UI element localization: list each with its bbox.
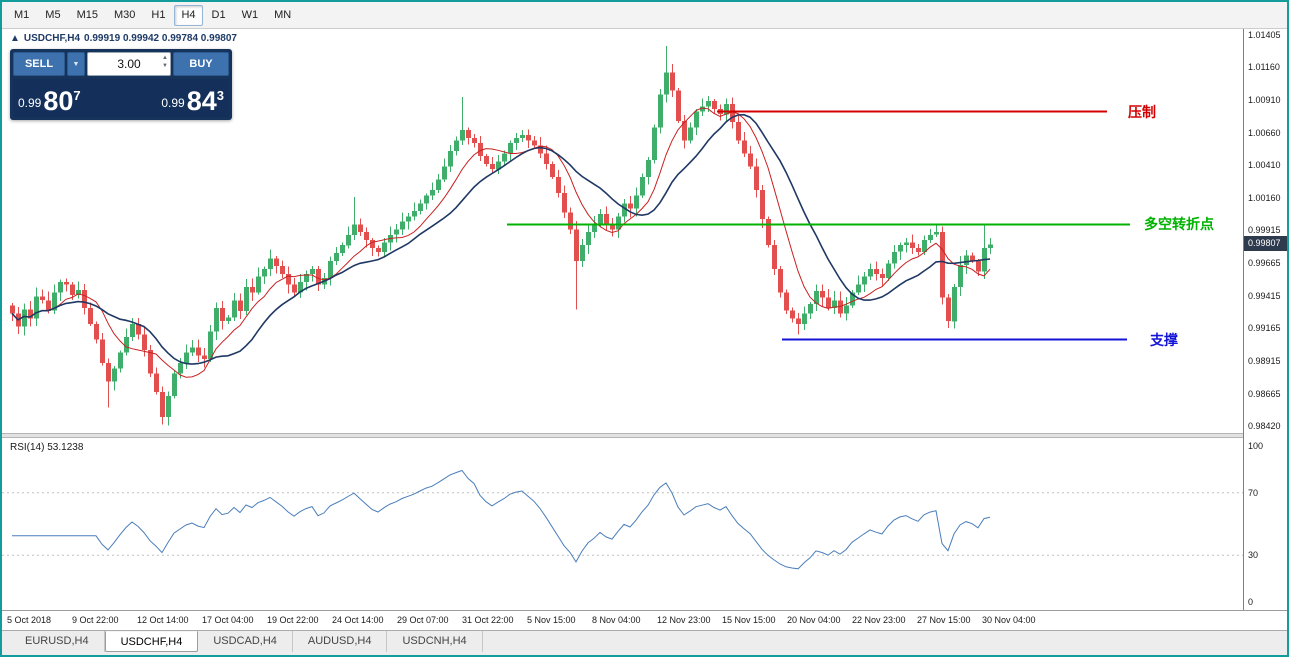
tab-usdchf-h4[interactable]: USDCHF,H4 <box>104 631 199 652</box>
buy-price-prefix: 0.99 <box>161 96 185 110</box>
timeframe-button-h4[interactable]: H4 <box>174 4 203 26</box>
time-label: 29 Oct 07:00 <box>397 615 449 625</box>
ma-slow-line <box>11 113 991 365</box>
price-tick: 1.01160 <box>1248 62 1280 73</box>
time-label: 27 Nov 15:00 <box>917 615 971 625</box>
chevron-down-icon: ▼ <box>72 60 80 68</box>
sell-price-prefix: 0.99 <box>18 96 42 110</box>
time-label: 17 Oct 04:00 <box>202 615 254 625</box>
rsi-plot <box>2 469 1243 570</box>
annotation-resistance: 压制 <box>1128 103 1156 120</box>
panel-splitter[interactable] <box>2 433 1287 438</box>
price-tick: 0.98665 <box>1248 388 1281 399</box>
price-axis[interactable]: 0.99807 1.01405 1.01160 1.00910 1.00660 1.00… <box>1243 29 1287 610</box>
tab-audusd-h4[interactable]: AUDUSD,H4 <box>293 631 388 652</box>
ma-fast-line <box>11 107 991 378</box>
symbol-ohlc: 0.99919 0.99942 0.99784 0.99807 <box>84 33 237 44</box>
time-axis[interactable]: 5 Oct 2018 9 Oct 22:00 12 Oct 14:00 17 Oct … <box>2 610 1287 630</box>
price-tick: 0.99915 <box>1248 225 1281 236</box>
rsi-indicator-label: RSI(14) 53.1238 <box>10 442 84 453</box>
time-label: 19 Oct 22:00 <box>267 615 319 625</box>
rsi-line <box>12 469 991 570</box>
price-tick: 1.00410 <box>1248 160 1281 171</box>
time-label: 15 Nov 15:00 <box>722 615 776 625</box>
buy-button[interactable]: BUY <box>173 52 229 76</box>
buy-price-pip: 3 <box>216 88 224 103</box>
time-label: 22 Nov 23:00 <box>852 615 906 625</box>
one-click-trading-panel: SELL ▼ 3.00 ▲ ▼ BUY 0.99 80 7 <box>10 49 232 120</box>
time-label: 12 Nov 23:00 <box>657 615 711 625</box>
volume-decrease-icon[interactable]: ▼ <box>162 62 168 69</box>
buy-price-main: 84 <box>186 86 217 116</box>
tab-usdcad-h4[interactable]: USDCAD,H4 <box>198 631 293 652</box>
chart-symbol-header: ▲ USDCHF,H4 0.99919 0.99942 0.99784 0.9980… <box>10 33 241 44</box>
time-label: 9 Oct 22:00 <box>72 615 119 625</box>
time-label: 30 Nov 04:00 <box>982 615 1036 625</box>
time-label: 24 Oct 14:00 <box>332 615 384 625</box>
annotation-support: 支撑 <box>1150 331 1178 348</box>
sell-price-main: 80 <box>43 86 74 116</box>
price-tick: 0.99665 <box>1248 257 1281 268</box>
rsi-tick: 100 <box>1248 441 1264 451</box>
sell-button[interactable]: SELL <box>13 52 65 76</box>
time-label: 20 Nov 04:00 <box>787 615 841 625</box>
current-price-badge: 0.99807 <box>1244 236 1287 252</box>
timeframe-button-m1[interactable]: M1 <box>14 9 30 21</box>
timeframe-button-w1[interactable]: W1 <box>241 9 259 21</box>
timeframe-button-mn[interactable]: MN <box>274 9 292 21</box>
buy-price-display[interactable]: 0.99 84 3 <box>121 79 229 117</box>
timeframe-button-h1[interactable]: H1 <box>151 9 166 21</box>
sell-price-display[interactable]: 0.99 80 7 <box>13 79 121 117</box>
rsi-tick: 70 <box>1248 487 1259 498</box>
symbol-direction-icon: ▲ <box>10 33 20 44</box>
time-label: 8 Nov 04:00 <box>592 615 641 625</box>
price-tick: 1.00910 <box>1248 94 1281 105</box>
rsi-tick: 0 <box>1248 597 1254 607</box>
tab-eurusd-h4[interactable]: EURUSD,H4 <box>10 631 105 652</box>
annotation-pivot: 多空转折点 <box>1144 216 1214 233</box>
price-tick: 1.00160 <box>1248 193 1281 204</box>
chart-tabs: EURUSD,H4 USDCHF,H4 USDCAD,H4 AUDUSD,H4 USDC… <box>2 630 1287 655</box>
price-tick: 1.01405 <box>1248 30 1281 40</box>
rsi-tick: 30 <box>1248 550 1259 561</box>
volume-value: 3.00 <box>117 57 141 71</box>
price-tick: 1.00660 <box>1248 127 1281 138</box>
price-tick: 0.99165 <box>1248 323 1281 334</box>
symbol-name: USDCHF,H4 <box>23 33 81 44</box>
time-label: 12 Oct 14:00 <box>137 615 189 625</box>
volume-input[interactable]: 3.00 ▲ ▼ <box>87 52 171 76</box>
timeframe-button-m15[interactable]: M15 <box>76 9 98 21</box>
time-label: 31 Oct 22:00 <box>462 615 514 625</box>
sell-price-pip: 7 <box>73 88 81 103</box>
volume-dropdown-button[interactable]: ▼ <box>67 52 85 76</box>
price-tick: 0.98915 <box>1248 356 1281 367</box>
candlestick-plot <box>10 46 1130 426</box>
candles-layer <box>10 46 993 426</box>
time-label: 5 Oct 2018 <box>7 615 52 625</box>
time-label: 5 Nov 15:00 <box>527 615 576 625</box>
main-chart[interactable]: ▲ USDCHF,H4 0.99919 0.99942 0.99784 0.9980… <box>2 29 1243 433</box>
trend-lines <box>507 110 1130 341</box>
timeframe-button-m30[interactable]: M30 <box>113 9 136 21</box>
volume-increase-icon[interactable]: ▲ <box>162 55 168 61</box>
timeframe-toolbar: M1 M5 M15 M30 H1 H4 D1 W1 MN <box>2 2 1287 29</box>
tab-usdcnh-h4[interactable]: USDCNH,H4 <box>387 631 483 652</box>
rsi-panel[interactable]: RSI(14) 53.1238 <box>2 438 1243 610</box>
timeframe-button-m5[interactable]: M5 <box>45 9 61 21</box>
timeframe-button-d1[interactable]: D1 <box>211 9 226 21</box>
price-tick: 0.99415 <box>1248 290 1281 301</box>
price-tick: 0.98420 <box>1248 421 1281 431</box>
